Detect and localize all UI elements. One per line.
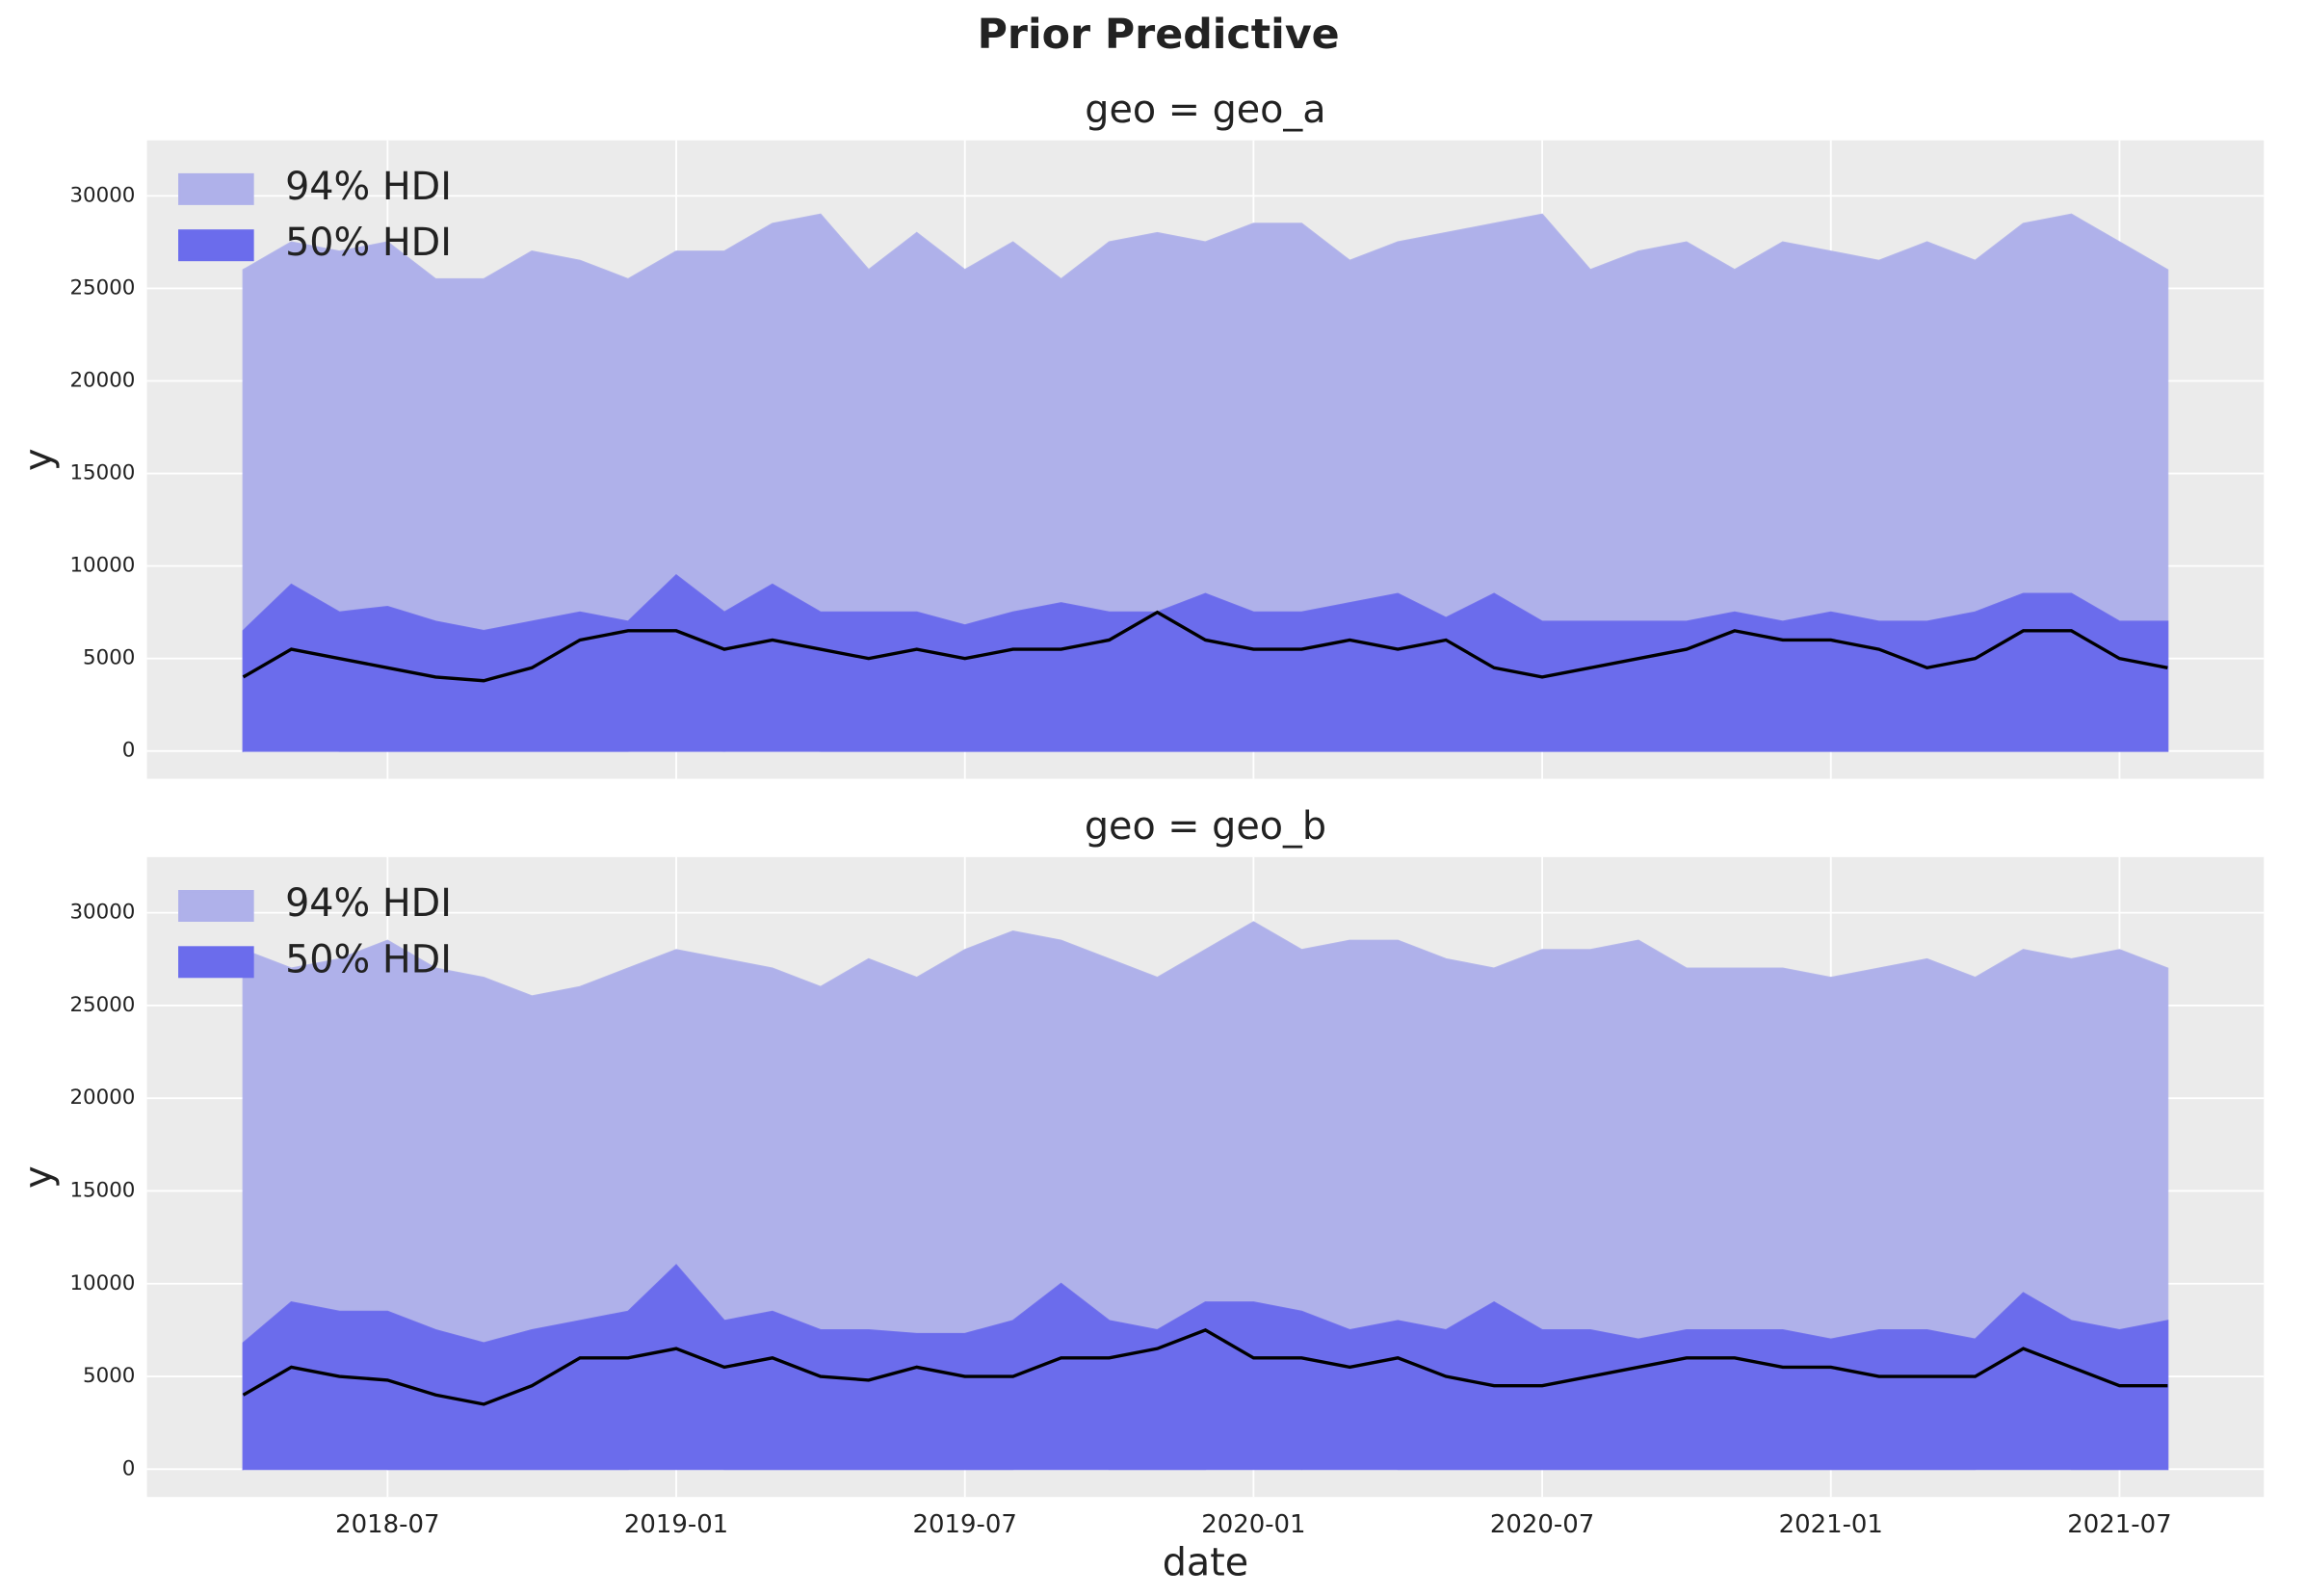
- y-tick-label: 15000: [69, 1178, 135, 1202]
- x-tick-label: 2019-07: [913, 1510, 1017, 1539]
- legend-label: 94% HDI: [285, 165, 452, 209]
- legend-swatch: [178, 946, 254, 979]
- mean-line: [242, 1328, 2168, 1406]
- legend-label: 50% HDI: [285, 937, 452, 981]
- figure-title: Prior Predictive: [978, 11, 1340, 59]
- y-tick-label: 30000: [69, 901, 135, 925]
- y-axis-label: y: [16, 1165, 61, 1189]
- x-tick-label: 2021-07: [2067, 1510, 2171, 1539]
- y-tick-label: 0: [122, 739, 136, 763]
- x-tick-label: 2019-01: [624, 1510, 728, 1539]
- legend-swatch: [178, 890, 254, 922]
- subplot-title: geo = geo_a: [1085, 88, 1325, 132]
- y-tick-label: 10000: [69, 554, 135, 578]
- legend-label: 94% HDI: [285, 881, 452, 926]
- y-tick-label: 10000: [69, 1271, 135, 1295]
- legend-label: 50% HDI: [285, 221, 452, 265]
- x-tick-label: 2018-07: [335, 1510, 439, 1539]
- y-tick-label: 25000: [69, 993, 135, 1017]
- y-tick-label: 20000: [69, 368, 135, 392]
- y-tick-label: 25000: [69, 275, 135, 300]
- y-tick-label: 5000: [83, 646, 135, 670]
- y-tick-label: 15000: [69, 461, 135, 485]
- x-tick-label: 2020-07: [1490, 1510, 1594, 1539]
- y-axis-label: y: [16, 448, 61, 471]
- x-tick-label: 2020-01: [1201, 1510, 1305, 1539]
- hdi-band: [242, 574, 2169, 752]
- y-tick-label: 30000: [69, 183, 135, 207]
- y-tick-label: 5000: [83, 1364, 135, 1388]
- legend-swatch: [178, 229, 254, 262]
- y-tick-label: 0: [122, 1456, 136, 1480]
- mean-line: [242, 610, 2168, 683]
- hdi-band: [242, 1264, 2169, 1471]
- subplot-title: geo = geo_b: [1085, 804, 1326, 849]
- x-axis-label: date: [1163, 1540, 1248, 1584]
- y-tick-label: 20000: [69, 1086, 135, 1110]
- x-tick-label: 2021-01: [1779, 1510, 1883, 1539]
- legend-swatch: [178, 172, 254, 205]
